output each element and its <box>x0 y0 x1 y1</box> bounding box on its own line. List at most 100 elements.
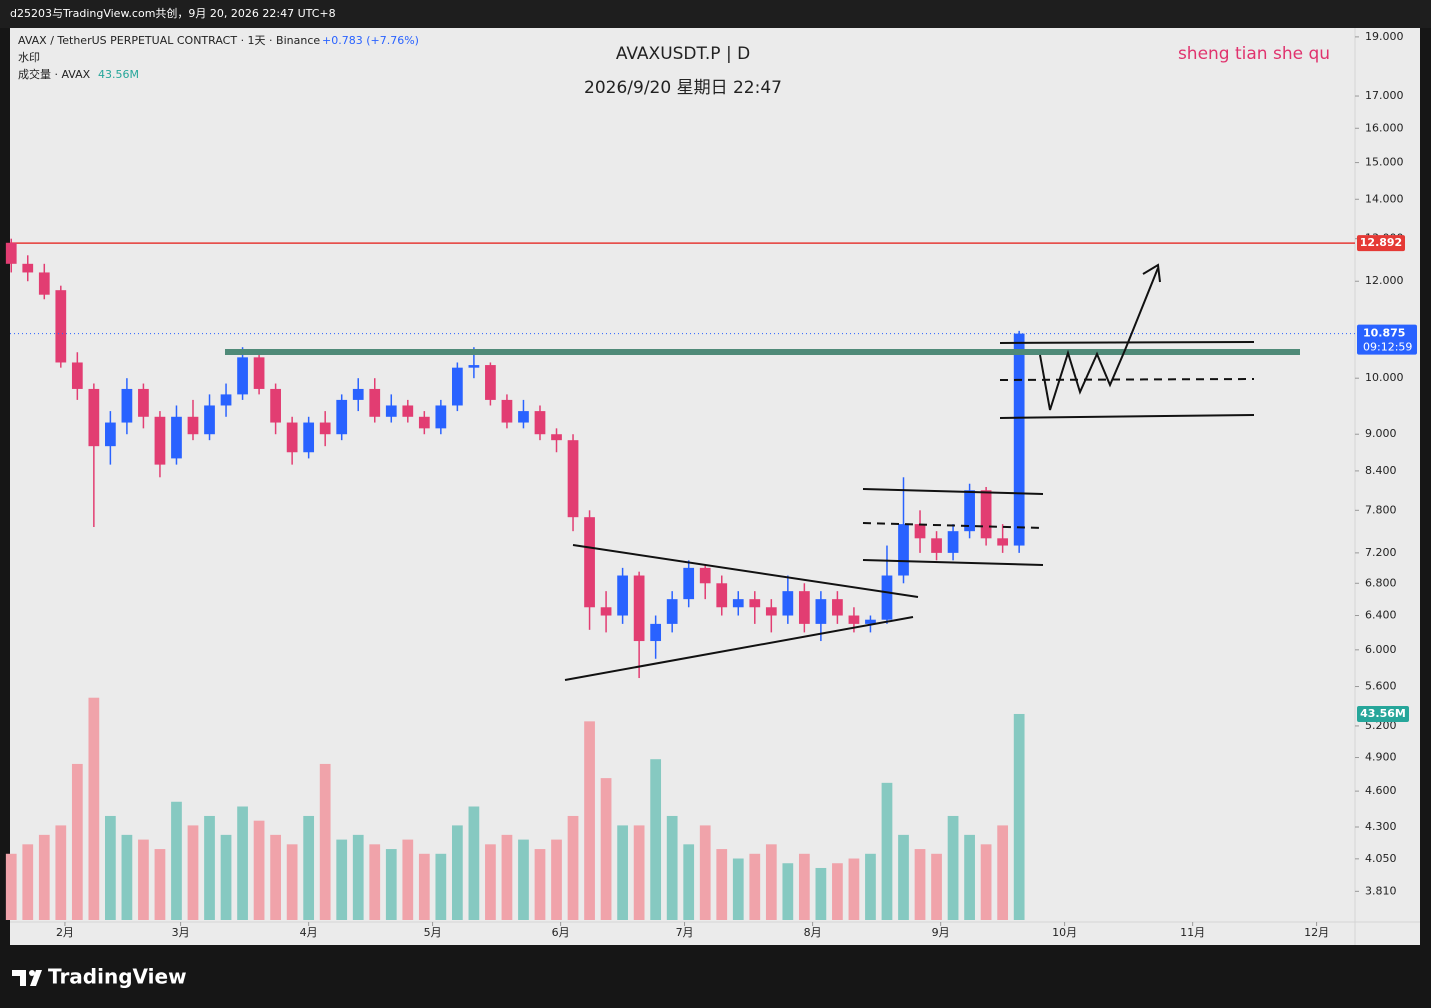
candle-body <box>105 422 116 447</box>
volume-bar <box>369 844 381 920</box>
watermark: 水印 <box>18 51 40 64</box>
countdown: 09:12:59 <box>1363 341 1412 354</box>
candle-body <box>914 524 926 539</box>
y-tick-label: 5.600 <box>1365 680 1397 693</box>
volume-bar <box>55 825 67 920</box>
candle-body <box>881 575 893 620</box>
channel-mid <box>862 522 1044 529</box>
candle-body <box>286 422 298 453</box>
chart-panel <box>10 28 1420 945</box>
candle-body <box>666 599 678 624</box>
x-tick-label: 6月 <box>552 926 570 939</box>
candle-body <box>832 599 843 616</box>
volume-bar <box>931 853 942 920</box>
candle-body <box>303 422 315 453</box>
volume-bar <box>584 721 595 920</box>
candle-body <box>171 416 182 459</box>
candle-body <box>699 567 711 584</box>
y-tick-label: 16.000 <box>1365 121 1404 134</box>
volume-bar <box>270 834 281 920</box>
volume-bar <box>319 763 331 920</box>
x-tick-label: 8月 <box>804 926 822 939</box>
volume-bar <box>253 820 265 920</box>
candle-body <box>947 531 959 553</box>
candle-body <box>451 367 463 406</box>
candle-body <box>931 538 942 553</box>
volume-bar <box>121 834 133 920</box>
volume-legend: 成交量 · AVAX <box>18 67 91 81</box>
volume-bar <box>716 849 728 920</box>
y-tick-label: 10.000 <box>1365 371 1404 384</box>
candle-body <box>898 524 909 576</box>
y-tick-label: 15.000 <box>1365 156 1404 169</box>
volume-bar <box>501 834 513 920</box>
y-tick-label: 4.600 <box>1365 784 1397 797</box>
chart-title: AVAXUSDT.P | D <box>616 44 750 64</box>
volume-bar <box>518 839 529 920</box>
volume-bar <box>815 867 827 920</box>
arrow-head <box>1142 263 1161 283</box>
y-tick-label: 14.000 <box>1365 192 1404 205</box>
y-tick-label: 4.900 <box>1365 751 1397 764</box>
candle-body <box>716 583 728 608</box>
volume-badge-label: 43.56M <box>1360 707 1406 720</box>
volume-value: 43.56M <box>98 68 139 81</box>
candle-body <box>369 388 381 417</box>
volume-bar <box>435 853 447 920</box>
volume-bar <box>286 844 298 920</box>
volume-bar <box>220 834 232 920</box>
logo-dot <box>29 970 35 976</box>
logo-text: TradingView <box>48 965 187 989</box>
trend-line <box>572 544 919 598</box>
x-tick-label: 7月 <box>676 926 694 939</box>
y-tick-label: 4.300 <box>1365 820 1397 833</box>
y-tick-label: 4.050 <box>1365 852 1397 865</box>
volume-bar <box>187 825 199 920</box>
volume-bar <box>5 853 17 920</box>
volume-bar <box>881 782 893 920</box>
y-tick-label: 7.800 <box>1365 503 1397 516</box>
x-tick-label: 3月 <box>172 926 190 939</box>
change: +0.783 (+7.76%) <box>322 34 419 47</box>
volume-bar <box>567 815 579 920</box>
candle-body <box>633 575 645 642</box>
annotation: sheng tian she qu <box>1178 44 1330 64</box>
candle-body <box>782 591 794 616</box>
volume-bar <box>154 849 166 920</box>
candle-body <box>55 290 67 363</box>
logo: TradingView <box>12 965 187 989</box>
candle-body <box>600 607 612 616</box>
volume-bar <box>171 801 182 920</box>
candle-body <box>765 607 777 616</box>
y-tick-label: 8.400 <box>1365 464 1397 477</box>
volume-badge <box>1357 705 1409 722</box>
volume-bar <box>798 853 810 920</box>
volume-bar <box>105 815 116 920</box>
candle-body <box>865 619 876 624</box>
header-text: d25203与TradingView.com共创，9月 20, 2026 22:… <box>10 7 336 20</box>
channel-line <box>999 414 1255 419</box>
volume-bar <box>385 849 397 920</box>
x-tick-label: 12月 <box>1304 926 1329 939</box>
x-tick-label: 11月 <box>1180 926 1205 939</box>
candle-body <box>501 399 513 423</box>
channel-line <box>862 488 1044 495</box>
candle-body <box>617 575 628 616</box>
candle-body <box>815 599 827 624</box>
candle-body <box>319 422 331 435</box>
volume-bar <box>352 834 364 920</box>
y-tick-label: 5.200 <box>1365 719 1397 732</box>
volume-bar <box>666 815 678 920</box>
volume-bar <box>88 697 100 920</box>
candle-body <box>518 411 529 423</box>
candle-body <box>980 490 992 539</box>
candle-body <box>204 405 215 435</box>
volume-bar <box>418 853 430 920</box>
candle-body <box>964 490 975 532</box>
x-tick-label: 10月 <box>1052 926 1077 939</box>
volume-bar <box>38 834 50 920</box>
volume-bar <box>832 863 843 920</box>
volume-bar <box>848 858 860 920</box>
y-tick-label: 7.200 <box>1365 546 1397 559</box>
